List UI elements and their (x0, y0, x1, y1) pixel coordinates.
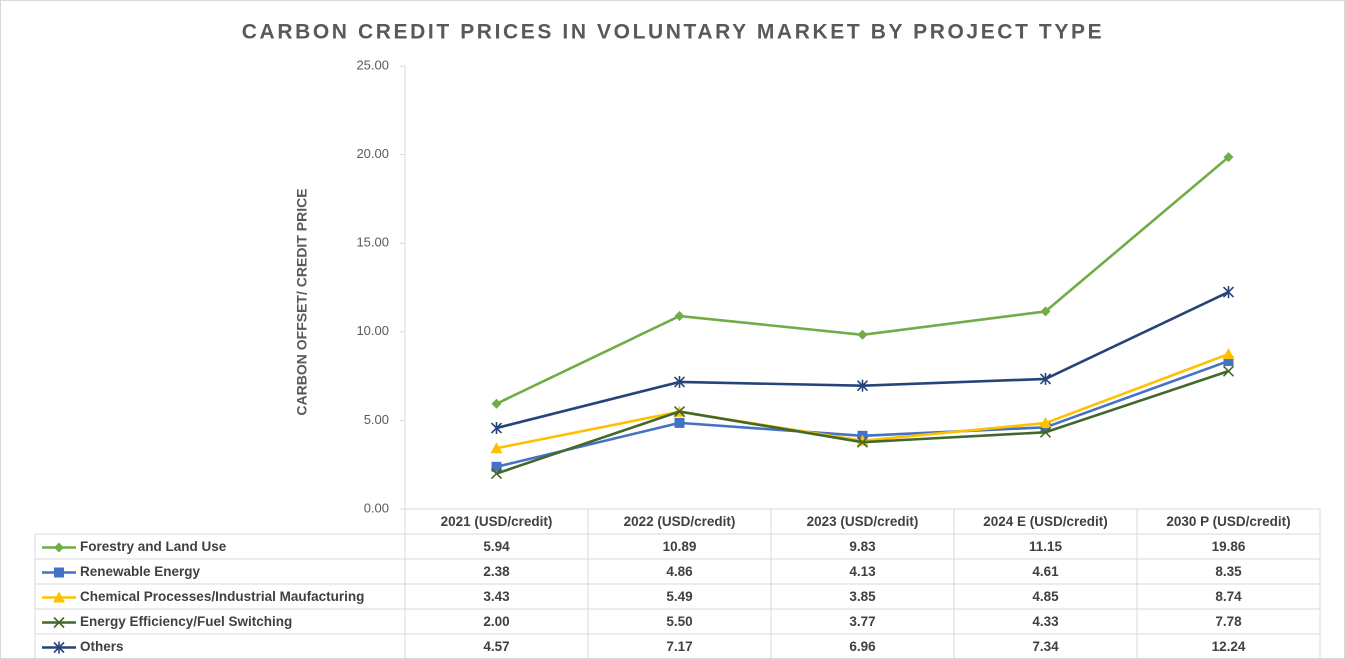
table-cell: 9.83 (849, 539, 876, 554)
marker-stroke (673, 405, 686, 418)
marker (673, 405, 686, 418)
y-tick-label: 15.00 (356, 235, 389, 250)
marker (1222, 348, 1235, 360)
marker (674, 311, 685, 322)
table-cell: 4.13 (849, 564, 876, 579)
table-cell: 3.85 (849, 589, 876, 604)
table-cell: 8.35 (1215, 564, 1242, 579)
marker-stroke (856, 436, 869, 448)
marker (674, 417, 685, 428)
table-cell: 12.24 (1212, 639, 1246, 654)
marker (53, 641, 65, 654)
legend-label: Chemical Processes/Industrial Maufacturi… (80, 589, 364, 604)
table-cell: 4.61 (1032, 564, 1059, 579)
x-tick-label: 2030 P (USD/credit) (1166, 514, 1290, 529)
table-cell: 4.57 (483, 639, 509, 654)
marker (673, 375, 686, 388)
x-tick-label: 2024 E (USD/credit) (983, 514, 1108, 529)
y-tick-label: 10.00 (356, 323, 389, 338)
chart-title: CARBON CREDIT PRICES IN VOLUNTARY MARKET… (242, 21, 1104, 44)
legend-label: Energy Efficiency/Fuel Switching (80, 614, 292, 629)
marker (54, 542, 64, 553)
marker (54, 567, 64, 578)
table-cell: 3.77 (849, 614, 875, 629)
y-tick-label: 0.00 (364, 500, 389, 515)
x-tick-label: 2023 (USD/credit) (807, 514, 919, 529)
marker (53, 591, 65, 603)
marker (1039, 372, 1052, 385)
x-tick-label: 2022 (USD/credit) (624, 514, 736, 529)
marker (1223, 152, 1234, 163)
marker (1223, 356, 1234, 367)
table-cell: 7.17 (666, 639, 692, 654)
table-cell: 2.38 (483, 564, 510, 579)
legend-label: Renewable Energy (80, 564, 201, 579)
marker (856, 379, 869, 392)
table-cell: 5.50 (666, 614, 692, 629)
marker (1039, 426, 1052, 438)
table-cell: 4.86 (666, 564, 693, 579)
table-cell: 7.78 (1215, 614, 1242, 629)
y-tick-label: 20.00 (356, 146, 389, 161)
y-tick-label: 25.00 (356, 57, 389, 72)
legend-label: Forestry and Land Use (80, 539, 227, 554)
table-cell: 2.00 (483, 614, 509, 629)
marker (1040, 306, 1051, 317)
marker (1039, 417, 1052, 429)
marker (490, 442, 503, 454)
table-cell: 4.85 (1032, 589, 1059, 604)
marker (53, 616, 65, 629)
x-tick-label: 2021 (USD/credit) (441, 514, 553, 529)
table-cell: 8.74 (1215, 589, 1242, 604)
table-cell: 11.15 (1029, 539, 1063, 554)
table-cell: 19.86 (1212, 539, 1246, 554)
y-tick-label: 5.00 (364, 412, 389, 427)
marker (856, 436, 869, 448)
marker-stroke (1222, 365, 1235, 377)
table-cell: 3.43 (483, 589, 510, 604)
marker-stroke (1039, 426, 1052, 438)
table-cell: 5.94 (483, 539, 510, 554)
y-axis-label: CARBON OFFSET/ CREDIT PRICE (294, 188, 310, 415)
legend-label: Others (80, 639, 124, 654)
table-cell: 6.96 (849, 639, 876, 654)
marker-stroke (53, 616, 65, 629)
marker (1222, 365, 1235, 377)
marker (857, 329, 868, 340)
marker (1222, 286, 1235, 299)
marker (491, 398, 502, 409)
table-cell: 4.33 (1032, 614, 1059, 629)
table-cell: 10.89 (663, 539, 697, 554)
marker-stroke (490, 467, 503, 480)
marker (490, 467, 503, 480)
marker (490, 422, 503, 435)
table-cell: 5.49 (666, 589, 692, 604)
table-cell: 7.34 (1032, 639, 1059, 654)
marker (491, 461, 502, 472)
